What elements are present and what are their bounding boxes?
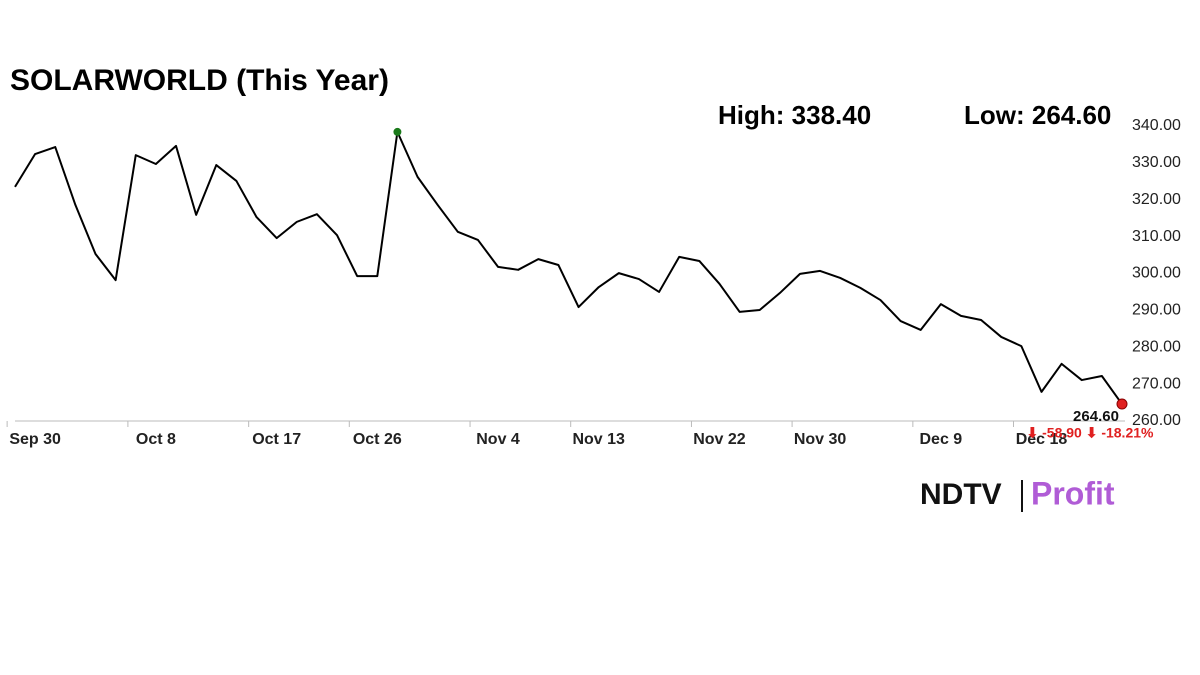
x-tick-label: Sep 30 — [9, 431, 61, 448]
x-tick-label: Nov 30 — [794, 431, 847, 448]
y-tick-label: 330.00 — [1132, 154, 1181, 171]
y-tick-label: 280.00 — [1132, 338, 1181, 355]
x-tick-label: Dec 9 — [920, 431, 963, 448]
y-tick-label: 300.00 — [1132, 265, 1181, 282]
change-label: ⬇ -58.90 ⬇ -18.21% — [1027, 425, 1155, 441]
high-label: High: 338.40 — [718, 100, 871, 130]
x-tick-label: Nov 13 — [572, 431, 625, 448]
x-tick-label: Oct 8 — [136, 431, 176, 448]
brand-ndtv: NDTV — [920, 478, 1002, 511]
last-marker — [1116, 398, 1128, 410]
high-marker — [393, 127, 402, 136]
low-label: Low: 264.60 — [964, 100, 1111, 130]
y-tick-label: 310.00 — [1132, 228, 1181, 245]
y-tick-label: 290.00 — [1132, 302, 1181, 319]
brand-profit: Profit — [1031, 475, 1115, 511]
x-tick-label: Dec 18 — [1016, 431, 1068, 448]
x-tick-label: Oct 17 — [252, 431, 301, 448]
x-tick-label: Nov 22 — [693, 431, 746, 448]
x-tick-label: Oct 26 — [353, 431, 402, 448]
last-value-label: 264.60 — [1073, 408, 1119, 425]
price-line — [14, 130, 1123, 405]
y-tick-label: 340.00 — [1132, 117, 1181, 134]
x-tick-label: Nov 4 — [476, 431, 520, 448]
chart-title: SOLARWORLD (This Year) — [10, 64, 389, 97]
y-tick-label: 260.00 — [1132, 412, 1181, 429]
y-tick-label: 320.00 — [1132, 191, 1181, 208]
y-tick-label: 270.00 — [1132, 375, 1181, 392]
brand-logo: NDTV Profit — [920, 475, 1115, 512]
